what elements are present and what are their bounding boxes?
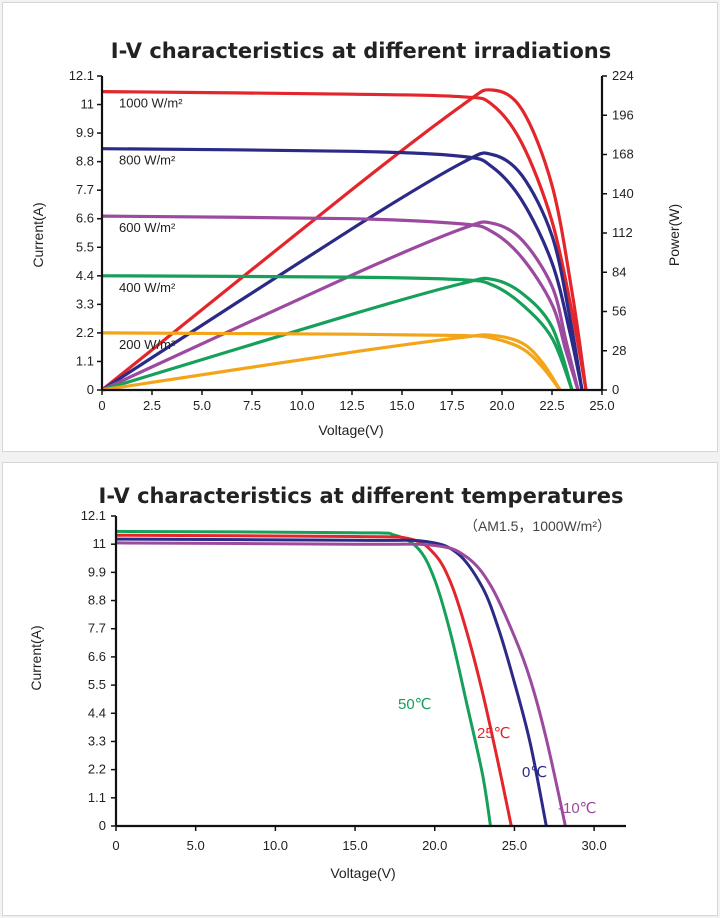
- current-curve-200-w-m: [101, 331, 562, 391]
- y-tick-label: 5.5: [76, 239, 94, 254]
- x-tick-label: 15.0: [389, 398, 414, 413]
- current-curve-0: [115, 537, 548, 827]
- y-tick-label: 0: [87, 382, 94, 397]
- y-tick-label: 1.1: [76, 353, 94, 368]
- y-tick-label: 8.8: [76, 154, 94, 169]
- y-tick-label: 4.4: [88, 705, 106, 720]
- series-label-50: 50℃: [398, 696, 432, 713]
- y-tick-label: 0: [99, 818, 106, 833]
- x-tick-label: 5.0: [193, 398, 211, 413]
- y-tick-label: 9.9: [88, 564, 106, 579]
- x-tick-label: 12.5: [339, 398, 364, 413]
- y-tick-label: 7.7: [76, 182, 94, 197]
- x-tick-label: 0: [112, 838, 119, 853]
- x-tick-label: 0: [98, 398, 105, 413]
- x-tick-label: 22.5: [539, 398, 564, 413]
- series-label-200-w-m: 200 W/m²: [119, 337, 176, 352]
- y2-tick-label: 140: [612, 186, 634, 201]
- y2-tick-label: 196: [612, 107, 634, 122]
- y-tick-label: 3.3: [88, 733, 106, 748]
- chart-panel-temperature: I-V characteristics at different tempera…: [2, 462, 718, 916]
- x-tick-label: 17.5: [439, 398, 464, 413]
- series-label-25: 25℃: [477, 725, 511, 742]
- current-curve-50: [115, 529, 492, 827]
- x-tick-label: 30.0: [581, 838, 606, 853]
- irradiation-chart: I-V characteristics at different irradia…: [30, 39, 682, 438]
- axes: 0 1.1 2.2 3.3 4.4 5.5 6.6 7.7 8.8 9.9 11 12.1 0 28 56 8…: [69, 68, 634, 413]
- y-tick-label: 4.4: [76, 268, 94, 283]
- current-curve-1000-w-m: [101, 90, 588, 391]
- axes: 0 1.1 2.2 3.3 4.4 5.5 6.6 7.7 8.8 9.9 11 12.1 0 5.0 10…: [81, 508, 626, 853]
- series-label-10: -10℃: [558, 800, 597, 817]
- series-label-1000-w-m: 1000 W/m²: [119, 96, 183, 111]
- y2-tick-label: 84: [612, 264, 626, 279]
- x-tick-label: 10.0: [289, 398, 314, 413]
- y-tick-label: 12.1: [69, 68, 94, 83]
- x-tick-label: 7.5: [243, 398, 261, 413]
- y2-tick-label: 224: [612, 68, 634, 83]
- power-curve-600-w-m: [101, 220, 580, 392]
- power-curve-1000-w-m: [100, 88, 588, 392]
- chart-subtitle: （AM1.5，1000W/m²）: [464, 518, 611, 534]
- y-tick-label: 5.5: [88, 677, 106, 692]
- x-tick-label: 20.0: [489, 398, 514, 413]
- x-axis-label: Voltage(V): [330, 865, 395, 881]
- y2-tick-label: 56: [612, 304, 626, 319]
- x-axis-label: Voltage(V): [318, 422, 383, 438]
- y2-axis-label: Power(W): [666, 204, 682, 266]
- y2-tick-label: 0: [612, 382, 619, 397]
- temperature-chart: I-V characteristics at different tempera…: [28, 484, 626, 881]
- series-label-800-w-m: 800 W/m²: [119, 153, 176, 168]
- x-tick-label: 20.0: [422, 838, 447, 853]
- y-tick-label: 2.2: [88, 762, 106, 777]
- y-tick-label: 9.9: [76, 125, 94, 140]
- x-tick-label: 25.0: [589, 398, 614, 413]
- current-curve-600-w-m: [101, 214, 580, 391]
- chart-title: I-V characteristics at different tempera…: [99, 484, 624, 508]
- current-curve-10: [115, 541, 567, 827]
- series-label-400-w-m: 400 W/m²: [119, 280, 176, 295]
- y-tick-label: 3.3: [76, 296, 94, 311]
- series-label-0: 0℃: [522, 764, 547, 781]
- chart-panel-irradiation: I-V characteristics at different irradia…: [2, 2, 718, 452]
- y-tick-label: 8.8: [88, 593, 106, 608]
- series-label-600-w-m: 600 W/m²: [119, 220, 176, 235]
- y-tick-label: 6.6: [88, 649, 106, 664]
- x-tick-label: 10.0: [263, 838, 288, 853]
- chart-title: I-V characteristics at different irradia…: [111, 39, 611, 63]
- x-tick-label: 2.5: [143, 398, 161, 413]
- y-tick-label: 2.2: [76, 325, 94, 340]
- y-axis-label: Current(A): [30, 202, 46, 267]
- plot-area: 1000 W/m² 800 W/m² 600 W/m² 400 W/m² 200 W/m…: [69, 68, 634, 413]
- y-tick-label: 7.7: [88, 621, 106, 636]
- x-tick-label: 5.0: [187, 838, 205, 853]
- plot-area: 50℃ 25℃ 0℃ -10℃ 0 1.1 2.2 3.3 4.4 5.5 6.6 7.7 8.8 9.9…: [81, 508, 626, 853]
- current-curve-400-w-m: [101, 274, 574, 391]
- x-tick-label: 15.0: [342, 838, 367, 853]
- y2-tick-label: 112: [612, 225, 633, 240]
- current-curve-800-w-m: [101, 147, 584, 391]
- current-curve-25: [115, 533, 513, 827]
- x-tick-label: 25.0: [502, 838, 527, 853]
- y-tick-label: 12.1: [81, 508, 106, 523]
- power-curve-800-w-m: [101, 151, 584, 392]
- y-tick-label: 1.1: [88, 790, 106, 805]
- power-curve-400-w-m: [101, 276, 574, 392]
- y-axis-label: Current(A): [28, 625, 44, 690]
- y-tick-label: 11: [81, 97, 95, 112]
- y2-tick-label: 168: [612, 147, 634, 162]
- y-tick-label: 11: [93, 536, 107, 551]
- y2-tick-label: 28: [612, 343, 626, 358]
- y-tick-label: 6.6: [76, 211, 94, 226]
